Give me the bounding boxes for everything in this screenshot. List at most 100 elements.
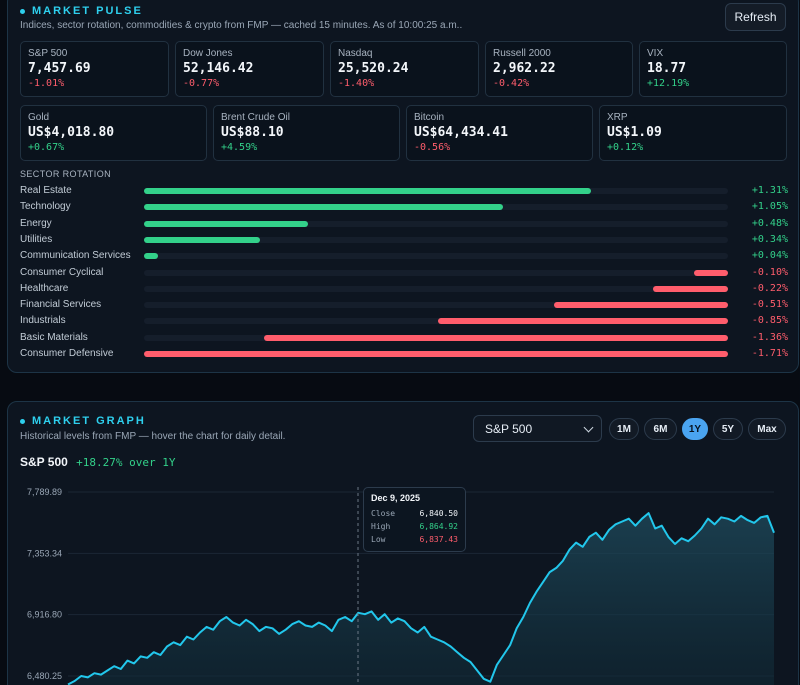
sector-name: Energy [20,217,52,229]
chart-tooltip: Dec 9, 2025 Close 6,840.50 High 6,864.92… [363,487,466,552]
asset-card-gold[interactable]: Gold US$4,018.80 +0.67% [20,105,207,161]
sector-bar [144,188,592,194]
sector-row-healthcare: Healthcare -0.22% [20,282,788,296]
market-graph-chart[interactable]: 7,789.89 7,353.34 6,916.80 6,480.25 [8,402,798,685]
y-tick-label: 7,789.89 [27,487,62,497]
sector-name: Consumer Defensive [20,348,114,359]
sector-bar [263,334,728,341]
market-pulse-title: MARKET PULSE [20,5,143,17]
graph-header: S&P 500 +18.27% over 1Y [20,455,176,469]
sector-name: Technology [20,201,71,213]
sector-bar-track [144,351,728,357]
sector-name: Real Estate [20,185,72,196]
index-card-russell-2000[interactable]: Russell 2000 2,962.22 -0.42% [485,41,633,97]
sector-change: +0.34% [751,233,788,245]
range-button-1m[interactable]: 1M [609,418,639,440]
sector-change: -1.71% [751,348,788,359]
index-value: 18.77 [647,61,687,76]
sector-bar [437,318,728,325]
sector-bar-track [144,253,728,260]
tooltip-close-row: Close 6,840.50 [371,507,458,520]
tooltip-close-value: 6,840.50 [419,509,458,518]
index-value: 2,962.22 [493,61,556,76]
sector-bar [144,253,158,260]
index-card-sp500[interactable]: S&P 500 7,457.69 -1.01% [20,41,169,97]
sector-row-technology: Technology +1.05% [20,200,788,214]
asset-value: US$88.10 [221,125,284,140]
sector-bar [652,285,728,292]
asset-name: XRP [607,112,628,123]
index-card-vix[interactable]: VIX 18.77 +12.19% [639,41,787,97]
index-change: -1.01% [28,78,65,89]
tooltip-high-row: High 6,864.92 [371,520,458,533]
sector-bar-track [144,188,728,194]
index-change: -1.40% [338,78,375,89]
asset-card-xrp[interactable]: XRP US$1.09 +0.12% [599,105,787,161]
sector-name: Communication Services [20,250,131,262]
market-graph-title-text: MARKET GRAPH [32,415,146,427]
accent-dot-icon [20,8,25,14]
asset-card-bitcoin[interactable]: Bitcoin US$64,434.41 -0.56% [406,105,593,161]
index-name: Dow Jones [183,48,233,59]
index-name: Nasdaq [338,48,373,59]
asset-change: +0.12% [607,142,644,153]
range-button-6m[interactable]: 6M [644,418,677,440]
asset-name: Gold [28,112,50,123]
sector-bar [144,236,261,243]
tooltip-high-value: 6,864.92 [419,522,458,531]
sector-bar-track [144,334,728,341]
y-tick-label: 6,916.80 [27,610,62,620]
asset-change: +0.67% [28,142,65,153]
range-button-1y[interactable]: 1Y [682,418,708,440]
sector-change: +0.48% [751,217,788,229]
asset-value: US$4,018.80 [28,125,115,140]
sector-name: Industrials [20,315,66,327]
y-tick-label: 6,480.25 [27,671,62,681]
accent-dot-icon [20,418,25,424]
sector-change: -1.36% [751,331,788,343]
asset-change: +4.59% [221,142,258,153]
index-change: -0.77% [183,78,220,89]
sector-bar [693,269,728,276]
range-button-max[interactable]: Max [748,418,786,440]
graph-change: +18.27% over 1Y [76,456,176,469]
refresh-button[interactable]: Refresh [725,3,786,31]
market-pulse-title-text: MARKET PULSE [32,5,143,17]
tooltip-close-label: Close [371,509,396,518]
sector-row-utilities: Utilities +0.34% [20,233,788,247]
sector-bar-track [144,236,728,243]
sector-change: -0.22% [751,282,788,294]
sector-row-consumer-cyclical: Consumer Cyclical -0.10% [20,266,788,280]
tooltip-low-value: 6,837.43 [419,535,458,544]
series-area [68,513,774,685]
sector-row-basic-materials: Basic Materials -1.36% [20,331,788,345]
range-button-5y[interactable]: 5Y [713,418,743,440]
sector-bar-track [144,269,728,276]
index-card-nasdaq[interactable]: Nasdaq 25,520.24 -1.40% [330,41,479,97]
sector-bar-track [144,220,728,227]
symbol-select[interactable]: S&P 500 [473,415,602,442]
symbol-select-value: S&P 500 [485,421,533,436]
sector-change: -0.51% [751,299,788,311]
series-line [67,512,775,685]
index-name: Russell 2000 [493,48,551,59]
sector-change: +1.31% [751,185,788,196]
market-pulse-panel: MARKET PULSE Indices, sector rotation, c… [7,0,799,373]
index-value: 7,457.69 [28,61,91,76]
sector-name: Consumer Cyclical [20,266,104,278]
sector-row-financial-services: Financial Services -0.51% [20,298,788,312]
sector-bar-track [144,318,728,325]
graph-symbol: S&P 500 [20,455,68,469]
sector-name: Healthcare [20,282,69,294]
sector-bar-track [144,285,728,292]
market-pulse-subtitle: Indices, sector rotation, commodities & … [20,20,463,31]
index-name: S&P 500 [28,48,68,59]
tooltip-low-label: Low [371,535,386,544]
sector-name: Utilities [20,233,53,245]
tooltip-low-row: Low 6,837.43 [371,533,458,546]
sector-bar [144,204,503,211]
index-card-dow-jones[interactable]: Dow Jones 52,146.42 -0.77% [175,41,324,97]
asset-card-brent-crude-oil[interactable]: Brent Crude Oil US$88.10 +4.59% [213,105,400,161]
index-change: +12.19% [647,78,690,89]
sector-name: Financial Services [20,299,102,311]
